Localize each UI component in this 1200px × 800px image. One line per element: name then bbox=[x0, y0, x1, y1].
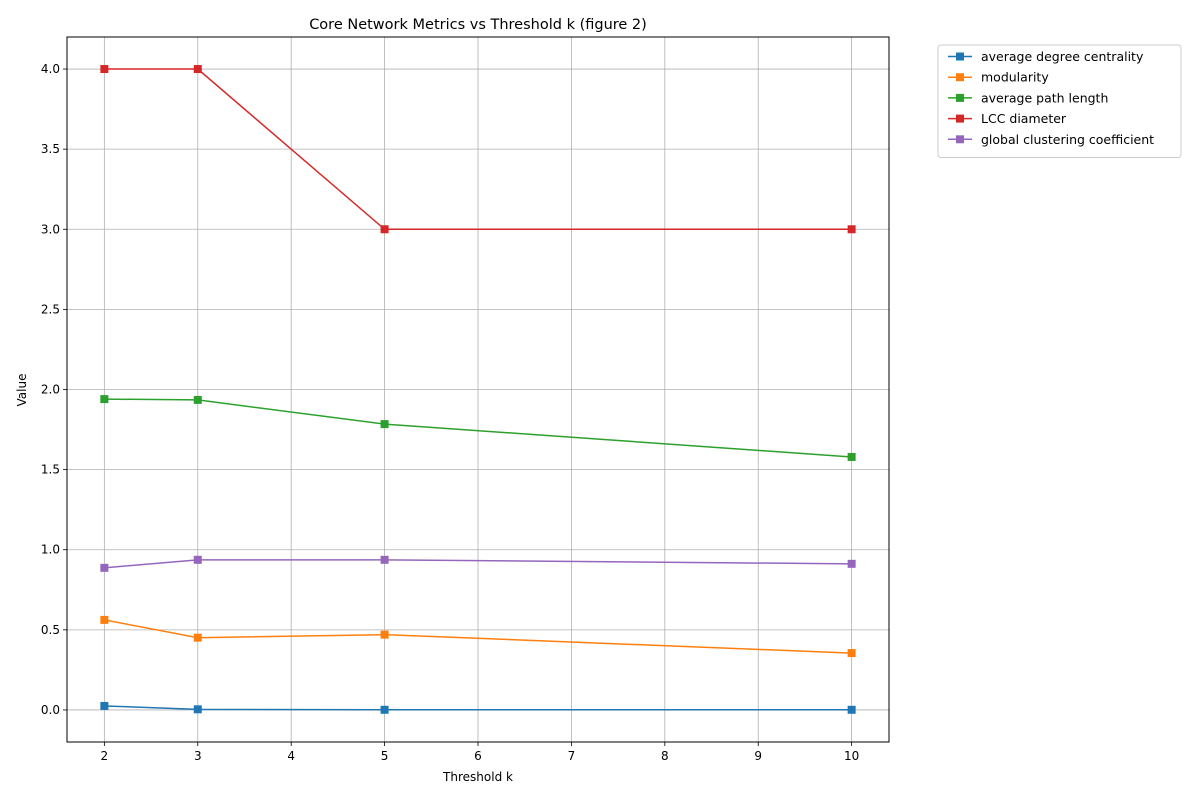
legend: average degree centrality modularity avera… bbox=[937, 44, 1182, 158]
legend-label: average degree centrality bbox=[981, 49, 1144, 64]
legend-swatch-marker bbox=[956, 73, 964, 82]
data-point-marker bbox=[380, 705, 389, 714]
series-average-path-length bbox=[100, 395, 856, 461]
legend-box bbox=[937, 44, 1182, 158]
ticks: 2 3 4 5 6 7 8 9 10 0.0 0.5 1.0 1.5 2.0 2.5 3.0 3.5 4.0 bbox=[41, 62, 859, 763]
data-point-marker bbox=[193, 633, 202, 642]
data-point-marker bbox=[380, 420, 389, 429]
data-point-marker bbox=[380, 630, 389, 639]
data-point-marker bbox=[193, 65, 202, 74]
y-tick-label: 4.0 bbox=[41, 62, 60, 76]
data-point-marker bbox=[847, 452, 856, 461]
y-tick-label: 2.0 bbox=[41, 383, 60, 397]
data-point-marker bbox=[847, 559, 856, 568]
series-line bbox=[104, 619, 852, 654]
x-tick-label: 10 bbox=[844, 749, 859, 763]
x-axis-label: Threshold k bbox=[442, 770, 513, 784]
y-tick-label: 3.0 bbox=[41, 222, 60, 236]
x-tick-label: 6 bbox=[474, 749, 482, 763]
data-point-marker bbox=[100, 563, 109, 572]
x-tick-label: 9 bbox=[754, 749, 762, 763]
data-point-marker bbox=[847, 705, 856, 714]
x-tick-label: 2 bbox=[101, 749, 109, 763]
x-tick-label: 3 bbox=[194, 749, 202, 763]
data-point-marker bbox=[847, 649, 856, 658]
data-point-marker bbox=[100, 395, 109, 404]
data-point-marker bbox=[380, 555, 389, 564]
grid bbox=[67, 37, 889, 742]
legend-label: average path length bbox=[981, 90, 1108, 105]
data-point-marker bbox=[193, 705, 202, 714]
legend-swatch-marker bbox=[956, 114, 964, 123]
series-global-clustering-coefficient bbox=[100, 555, 856, 572]
data-point-marker bbox=[100, 615, 109, 624]
series-layer bbox=[100, 65, 856, 714]
x-tick-label: 8 bbox=[661, 749, 669, 763]
legend-swatch-marker bbox=[956, 93, 964, 102]
series-lcc-diameter bbox=[100, 65, 856, 234]
legend-swatch-marker bbox=[956, 52, 964, 61]
series-line bbox=[104, 398, 852, 458]
legend-swatch-marker bbox=[956, 135, 964, 144]
data-point-marker bbox=[847, 225, 856, 234]
y-tick-label: 2.5 bbox=[41, 302, 60, 316]
data-point-marker bbox=[380, 225, 389, 234]
legend-label: modularity bbox=[981, 70, 1049, 85]
y-tick-label: 0.0 bbox=[41, 703, 60, 717]
y-tick-label: 3.5 bbox=[41, 142, 60, 156]
x-tick-label: 7 bbox=[568, 749, 576, 763]
data-point-marker bbox=[193, 395, 202, 404]
data-point-marker bbox=[193, 555, 202, 564]
series-line bbox=[104, 705, 852, 711]
legend-label: global clustering coefficient bbox=[981, 132, 1154, 147]
chart-title: Core Network Metrics vs Threshold k (fig… bbox=[309, 17, 647, 33]
data-point-marker bbox=[100, 701, 109, 710]
series-line bbox=[104, 68, 852, 231]
x-tick-label: 4 bbox=[287, 749, 295, 763]
y-tick-label: 0.5 bbox=[41, 623, 60, 637]
series-average-degree-centrality bbox=[100, 701, 856, 714]
x-tick-label: 5 bbox=[381, 749, 389, 763]
y-tick-label: 1.5 bbox=[41, 463, 60, 477]
legend-label: LCC diameter bbox=[981, 111, 1067, 126]
y-tick-label: 1.0 bbox=[41, 543, 60, 557]
series-modularity bbox=[100, 615, 856, 658]
series-line bbox=[104, 559, 852, 569]
data-point-marker bbox=[100, 65, 109, 74]
y-axis-label: Value bbox=[15, 374, 29, 407]
